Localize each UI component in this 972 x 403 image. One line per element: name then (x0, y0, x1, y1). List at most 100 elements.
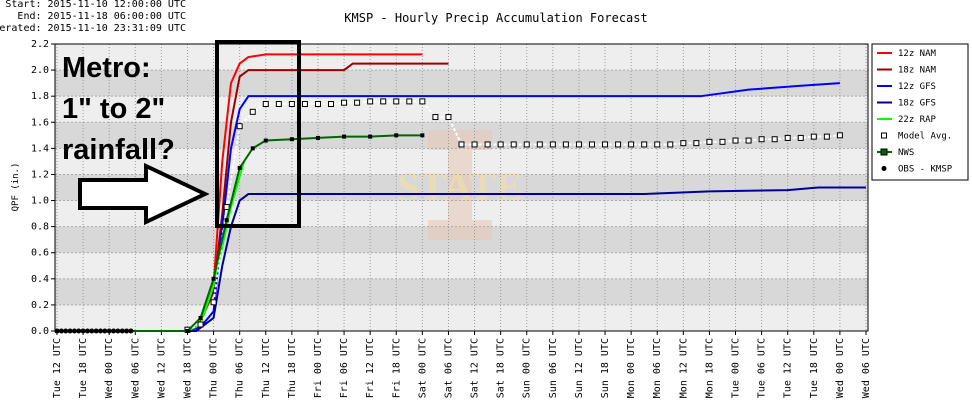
point (588, 141, 595, 148)
series (57, 186, 866, 332)
legend-label: Model Avg. (898, 132, 952, 142)
x-tick-label: Wed 06 UTC (861, 338, 872, 398)
x-tick-label: Thu 00 UTC (209, 338, 220, 398)
point (536, 141, 543, 148)
point (732, 137, 739, 144)
point (211, 276, 216, 281)
x-tick-label: Sun 18 UTC (600, 338, 611, 398)
y-tick-label: 1.2 (31, 169, 49, 180)
x-tick-label: Fri 06 UTC (339, 338, 350, 398)
point (250, 146, 255, 151)
point (471, 141, 478, 148)
point (97, 328, 103, 334)
series-line (187, 161, 245, 332)
y-tick-label: 0.4 (31, 274, 49, 285)
point (342, 134, 347, 139)
point (354, 99, 361, 106)
y-axis-label: QPF (in.) (11, 163, 21, 212)
point (236, 123, 243, 130)
y-tick-label: 2.0 (31, 65, 49, 76)
series (184, 98, 843, 333)
point (823, 133, 830, 140)
point (523, 141, 530, 148)
plot-frame (54, 43, 869, 332)
y-tick-label: 1.6 (31, 117, 49, 128)
point (881, 166, 887, 171)
point (237, 165, 242, 170)
point (654, 141, 661, 148)
x-tick-label: Mon 12 UTC (678, 338, 689, 398)
x-tick-label: Mon 06 UTC (652, 338, 663, 398)
x-tick-label: Sun 00 UTC (522, 338, 533, 398)
y-tick-label: 2.2 (31, 39, 49, 50)
point (224, 218, 229, 223)
info-generated: Generated: 2015-11-10 23:31:09 UTC (0, 23, 186, 34)
highlight-box (215, 40, 301, 228)
point (562, 141, 569, 148)
point (368, 134, 373, 139)
x-tick-label: Fri 00 UTC (313, 338, 324, 398)
point (262, 101, 269, 108)
point (445, 114, 452, 121)
point (185, 329, 190, 333)
annotation: 1" to 2" (62, 93, 165, 125)
chart-title: KMSP - Hourly Precip Accumulation Foreca… (344, 11, 647, 25)
info-end: End: 2015-11-18 06:00:00 UTC (17, 11, 186, 22)
annotation: rainfall? (62, 134, 175, 166)
legend-label: 12z NAM (898, 49, 937, 59)
legend-label: 12z GFS (898, 82, 936, 92)
point (797, 134, 804, 141)
grid-band (55, 278, 868, 305)
legend-label: 18z GFS (898, 99, 936, 109)
point (341, 99, 348, 106)
point (628, 141, 635, 148)
point (432, 114, 439, 121)
x-tick-label: Mon 00 UTC (626, 338, 637, 398)
x-tick-label: Sat 06 UTC (443, 338, 454, 398)
point (406, 98, 413, 105)
point (641, 141, 648, 148)
point (602, 141, 609, 148)
point (263, 138, 268, 143)
point (119, 328, 125, 334)
point (575, 141, 582, 148)
point (301, 101, 308, 108)
plot-area: STATE 0.0 0.2 0.4 0.6 0.8 1.0 1.2 1.4 1.6 1.8 2.0 2.… (31, 39, 969, 398)
point (275, 101, 282, 108)
point (458, 141, 465, 148)
arrow (78, 162, 210, 226)
point (89, 328, 95, 334)
x-tick-label: Tue 18 UTC (809, 338, 820, 398)
point (71, 328, 77, 334)
x-tick-label: Wed 06 UTC (130, 338, 141, 398)
y-tick-label: 0.6 (31, 248, 49, 259)
point (76, 328, 82, 334)
x-tick-label: Wed 00 UTC (835, 338, 846, 398)
point (615, 141, 622, 148)
x-tick-label: Tue 00 UTC (731, 338, 742, 398)
y-tick-label: 1.0 (31, 196, 49, 207)
x-tick-label: Sat 00 UTC (417, 338, 428, 398)
point (510, 141, 517, 148)
point (128, 328, 134, 334)
point (197, 321, 204, 328)
point (680, 140, 687, 147)
point (328, 101, 335, 108)
x-tick-label: Sat 18 UTC (496, 338, 507, 398)
y-tick-label: 0.0 (31, 326, 49, 337)
point (549, 141, 556, 148)
series (57, 82, 840, 332)
point (80, 328, 86, 334)
point (84, 328, 90, 334)
legend-box (871, 43, 969, 181)
x-tick-label: Tue 18 UTC (78, 338, 89, 398)
point (124, 328, 130, 334)
point (315, 135, 320, 140)
x-tick-label: Sat 12 UTC (470, 338, 481, 398)
x-tick-label: Thu 12 UTC (261, 338, 272, 398)
x-tick-label: Fri 18 UTC (391, 338, 402, 398)
series (54, 328, 134, 334)
y-tick-label: 1.8 (31, 91, 49, 102)
x-tick-label: Wed 12 UTC (156, 338, 167, 398)
